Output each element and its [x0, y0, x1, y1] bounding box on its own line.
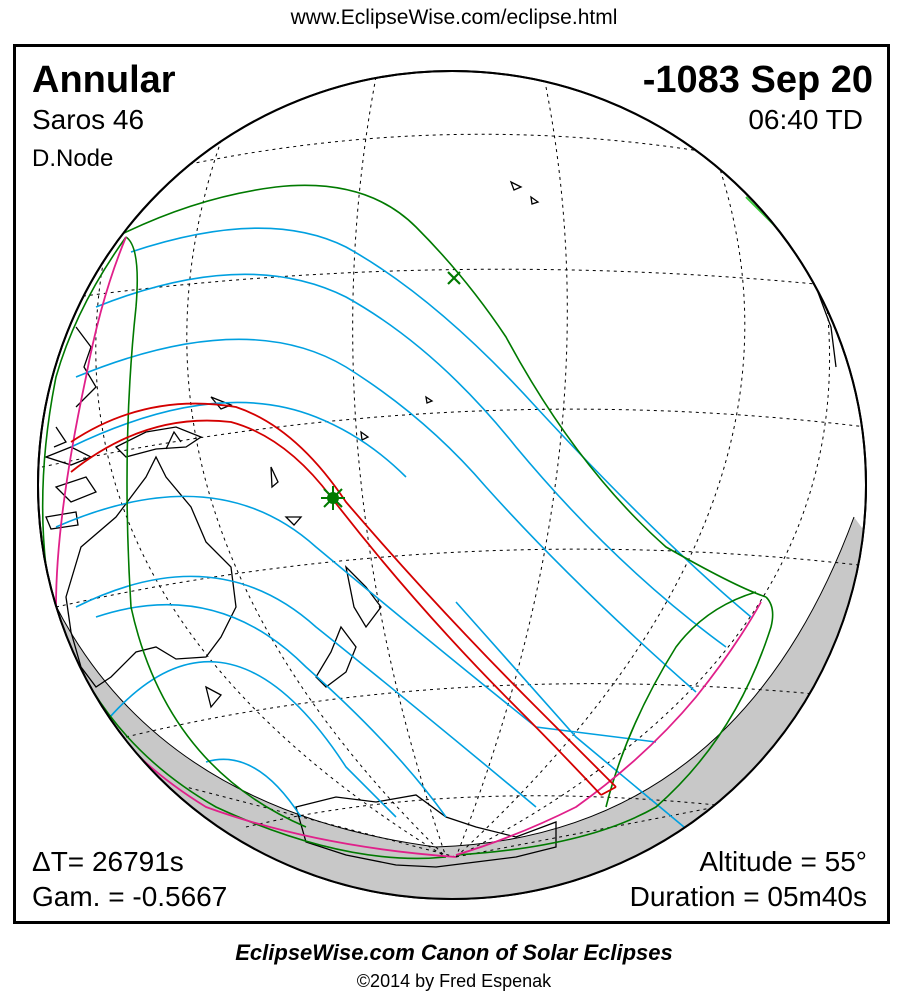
subsolar-point-marker — [447, 271, 461, 285]
node-label: D.Node — [32, 145, 114, 172]
antarctica-coast — [295, 794, 557, 868]
central-path-north-limit — [70, 402, 617, 788]
globe-map — [37, 70, 867, 900]
copyright-notice: ©2014 by Fred Espenak — [356, 971, 552, 991]
central-path — [70, 402, 617, 796]
new-zealand-coast — [344, 565, 382, 629]
greatest-eclipse-marker — [321, 486, 345, 510]
eclipse-type: Annular — [32, 59, 176, 101]
gamma-value: Gam. = -0.5667 — [32, 881, 228, 912]
central-path-south-limit — [70, 419, 602, 796]
eclipse-date: -1083 Sep 20 — [642, 59, 873, 101]
eclipse-time: 06:40 TD — [748, 104, 863, 135]
canon-title: EclipseWise.com Canon of Solar Eclipses — [235, 940, 673, 965]
altitude-value: Altitude = 55° — [699, 846, 867, 877]
eclipse-map-panel: Annular -1083 Sep 20 Saros 46 06:40 TD D… — [13, 44, 890, 924]
duration-value: Duration = 05m40s — [629, 881, 867, 912]
delta-t-value: ΔT= 26791s — [32, 846, 184, 877]
australia-coast — [65, 455, 237, 688]
penumbra-lines — [55, 227, 752, 838]
source-url: www.EclipseWise.com/eclipse.html — [290, 6, 618, 29]
night-shade — [38, 517, 866, 899]
saros-number: Saros 46 — [32, 104, 145, 135]
new-guinea-coast — [114, 426, 203, 458]
